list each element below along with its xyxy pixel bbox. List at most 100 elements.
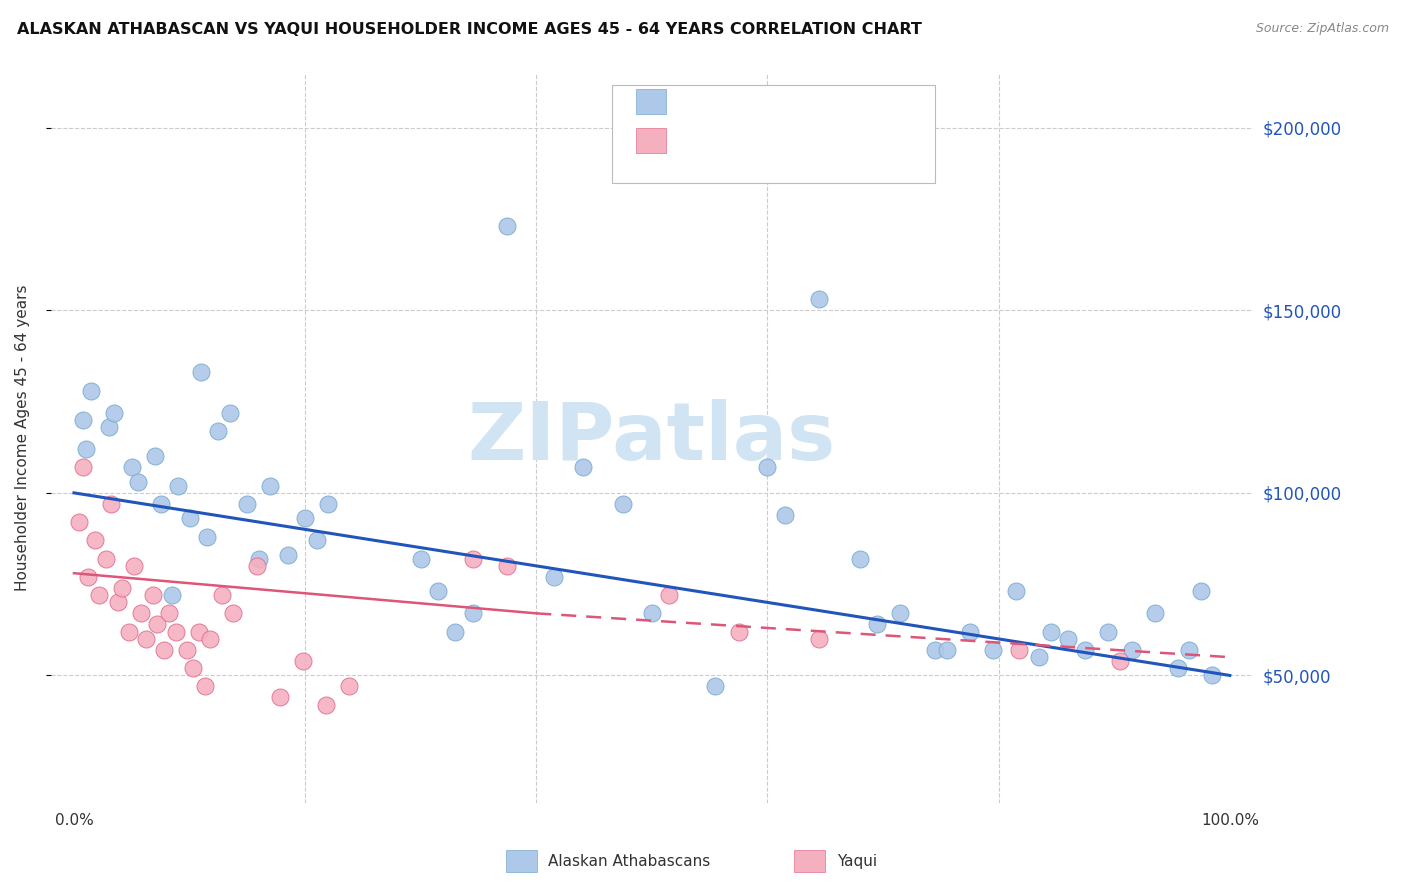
Point [409, 551, 432, 566]
Point [756, 460, 779, 475]
Point [571, 460, 593, 475]
Point [107, 595, 129, 609]
Point [100, 497, 122, 511]
Point [543, 570, 565, 584]
Text: Alaskan Athabascans: Alaskan Athabascans [548, 854, 710, 869]
Point [1039, 624, 1062, 639]
Point [190, 365, 212, 379]
Point [96, 551, 118, 566]
Text: Yaqui: Yaqui [837, 854, 877, 869]
Point [143, 450, 166, 464]
Point [211, 588, 233, 602]
Point [1097, 624, 1119, 639]
Point [80, 384, 103, 398]
Text: -0.524: -0.524 [720, 95, 778, 109]
Point [67, 515, 90, 529]
Point [118, 624, 141, 639]
Point [496, 219, 519, 234]
Point [146, 617, 169, 632]
Point [641, 607, 664, 621]
Point [1074, 643, 1097, 657]
Point [1028, 650, 1050, 665]
Point [291, 654, 314, 668]
Point [207, 424, 229, 438]
Point [924, 643, 946, 657]
Point [849, 551, 872, 566]
Point [1167, 661, 1189, 675]
Point [305, 533, 328, 548]
Point [236, 497, 259, 511]
Text: ALASKAN ATHABASCAN VS YAQUI HOUSEHOLDER INCOME AGES 45 - 64 YEARS CORRELATION CH: ALASKAN ATHABASCAN VS YAQUI HOUSEHOLDER … [17, 22, 922, 37]
Point [866, 617, 889, 632]
Text: ZIPatlas: ZIPatlas [468, 399, 837, 477]
Point [294, 511, 316, 525]
Text: 55: 55 [832, 95, 855, 109]
Point [176, 643, 198, 657]
Text: N =: N = [787, 134, 834, 148]
Point [165, 624, 187, 639]
Point [496, 558, 519, 573]
Point [269, 690, 291, 705]
Text: 37: 37 [832, 134, 855, 148]
Point [121, 460, 143, 475]
Text: R =: R = [681, 134, 716, 148]
Point [153, 643, 176, 657]
Point [808, 632, 831, 646]
Point [612, 497, 634, 511]
Point [727, 624, 749, 639]
Point [187, 624, 209, 639]
Point [1109, 654, 1132, 668]
Point [981, 643, 1004, 657]
Point [219, 405, 242, 419]
Point [461, 551, 484, 566]
Point [808, 293, 831, 307]
Point [111, 581, 134, 595]
Point [83, 533, 105, 548]
Point [1143, 607, 1166, 621]
Y-axis label: Householder Income Ages 45 - 64 years: Householder Income Ages 45 - 64 years [15, 285, 30, 591]
Point [76, 570, 98, 584]
Point [1121, 643, 1143, 657]
Point [259, 478, 281, 492]
Point [658, 588, 681, 602]
Point [127, 475, 149, 489]
Point [193, 679, 215, 693]
Point [427, 584, 450, 599]
Point [72, 460, 94, 475]
Point [315, 698, 337, 712]
Point [1178, 643, 1201, 657]
Point [444, 624, 467, 639]
Point [1189, 584, 1212, 599]
Point [122, 558, 145, 573]
Point [1005, 584, 1028, 599]
Point [75, 442, 97, 456]
Point [135, 632, 157, 646]
Point [97, 420, 120, 434]
Text: N =: N = [787, 95, 834, 109]
Point [1008, 643, 1031, 657]
Point [247, 551, 270, 566]
Point [157, 607, 180, 621]
Point [129, 607, 152, 621]
Point [222, 607, 245, 621]
Point [179, 511, 201, 525]
Point [959, 624, 981, 639]
Point [277, 548, 299, 562]
Point [103, 405, 125, 419]
Point [773, 508, 796, 522]
Text: Source: ZipAtlas.com: Source: ZipAtlas.com [1256, 22, 1389, 36]
Point [461, 607, 484, 621]
Point [149, 497, 172, 511]
Text: R =: R = [681, 95, 716, 109]
Point [704, 679, 727, 693]
Point [337, 679, 360, 693]
Point [1201, 668, 1223, 682]
Point [195, 530, 218, 544]
Point [935, 643, 957, 657]
Point [89, 588, 111, 602]
Text: -0.072: -0.072 [720, 134, 778, 148]
Point [245, 558, 267, 573]
Point [316, 497, 339, 511]
Point [200, 632, 222, 646]
Point [181, 661, 204, 675]
